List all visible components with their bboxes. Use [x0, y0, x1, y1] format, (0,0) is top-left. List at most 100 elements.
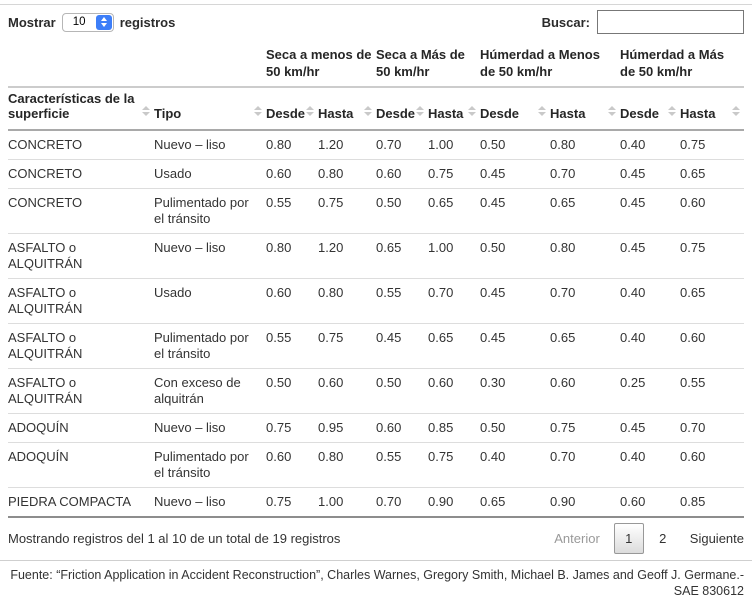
table-cell: 0.50	[376, 188, 428, 234]
table-cell: 0.75	[428, 159, 481, 189]
table-cell: 0.65	[480, 487, 551, 518]
table-body: CONCRETO Nuevo – liso 0.80 1.20 0.70 1.00 0.50…	[8, 130, 745, 518]
table-cell: ASFALTO o ALQUITRÁN	[8, 278, 154, 324]
table-cell: 0.65	[680, 278, 745, 324]
top-divider	[0, 4, 752, 5]
table-cell: 0.80	[266, 130, 318, 160]
table-cell: Pulimentado por el tránsito	[154, 323, 266, 369]
column-header[interactable]: Hasta	[428, 87, 481, 131]
search-input[interactable]	[597, 10, 744, 34]
group-header-seca-menos: Seca a menos de 50 km/hr	[266, 40, 376, 88]
table-cell: 0.70	[550, 278, 621, 324]
column-header-label: Desde	[266, 106, 306, 121]
table-cell: ASFALTO o ALQUITRÁN	[8, 323, 154, 369]
table-cell: ASFALTO o ALQUITRÁN	[8, 233, 154, 279]
table-cell: 0.50	[480, 413, 551, 443]
table-cell: 0.60	[318, 368, 376, 414]
table-cell: 0.70	[376, 487, 428, 518]
table-cell: 0.40	[620, 442, 681, 488]
select-stepper-icon	[95, 14, 112, 30]
group-header-row: Seca a menos de 50 km/hr Seca a Más de 5…	[8, 40, 745, 88]
table-cell: 0.60	[680, 323, 745, 369]
table-cell: 0.60	[376, 413, 428, 443]
table-cell: 0.55	[376, 278, 428, 324]
page-length-control: Mostrar 10 registros	[8, 12, 175, 32]
table-cell: 0.25	[620, 368, 681, 414]
table-cell: 0.50	[376, 368, 428, 414]
table-cell: 0.45	[620, 233, 681, 279]
sort-icon	[306, 106, 314, 116]
table-cell: 0.45	[480, 323, 551, 369]
table-row: ASFALTO o ALQUITRÁN Con exceso de alquitr…	[8, 368, 745, 414]
table-cell: 0.80	[318, 278, 376, 324]
table-cell: 0.45	[620, 188, 681, 234]
table-cell: Nuevo – liso	[154, 413, 266, 443]
table-cell: 0.75	[266, 487, 318, 518]
column-header[interactable]: Hasta	[550, 87, 621, 131]
table-cell: CONCRETO	[8, 188, 154, 234]
column-header[interactable]: Desde	[376, 87, 428, 131]
table-row: CONCRETO Pulimentado por el tránsito 0.55 0…	[8, 188, 745, 234]
table-cell: 0.45	[620, 159, 681, 189]
column-header[interactable]: Hasta	[680, 87, 745, 131]
table-cell: 0.40	[620, 130, 681, 160]
table-cell: Nuevo – liso	[154, 130, 266, 160]
column-header[interactable]: Tipo	[154, 87, 266, 131]
table-controls: Mostrar 10 registros Buscar:	[8, 5, 744, 38]
table-cell: 0.70	[376, 130, 428, 160]
table-cell: 0.65	[550, 188, 621, 234]
table-cell: 0.75	[428, 442, 481, 488]
table-cell: 0.50	[480, 130, 551, 160]
table-cell: 0.85	[428, 413, 481, 443]
search-label: Buscar:	[541, 14, 590, 30]
table-cell: 1.20	[318, 233, 376, 279]
column-header[interactable]: Desde	[620, 87, 681, 131]
page-button-1[interactable]: 1	[613, 523, 644, 554]
page-button-2[interactable]: 2	[659, 531, 667, 546]
table-cell: Nuevo – liso	[154, 233, 266, 279]
table-cell: 0.60	[266, 442, 318, 488]
sort-icon	[608, 106, 617, 116]
next-page-button[interactable]: Siguiente	[689, 531, 744, 546]
column-header-label: Características de la superficie	[8, 91, 135, 121]
table-cell: Pulimentado por el tránsito	[154, 442, 266, 488]
table-cell: Con exceso de alquitrán	[154, 368, 266, 414]
column-header[interactable]: Desde	[480, 87, 551, 131]
table-cell: 0.70	[550, 442, 621, 488]
table-cell: 0.60	[376, 159, 428, 189]
table-row: ASFALTO o ALQUITRÁN Pulimentado por el tr…	[8, 323, 745, 369]
table-cell: 0.65	[428, 323, 481, 369]
sort-icon	[538, 106, 547, 116]
table-cell: 0.90	[550, 487, 621, 518]
column-header[interactable]: Características de la superficie	[8, 87, 154, 131]
column-header-label: Hasta	[318, 106, 354, 121]
table-cell: 0.60	[620, 487, 681, 518]
table-cell: 0.55	[266, 323, 318, 369]
table-cell: 0.75	[318, 188, 376, 234]
table-cell: ASFALTO o ALQUITRÁN	[8, 368, 154, 414]
group-header-seca-mas: Seca a Más de 50 km/hr	[376, 40, 481, 88]
table-cell: 0.75	[680, 233, 745, 279]
table-cell: 0.40	[480, 442, 551, 488]
table-cell: 0.60	[680, 188, 745, 234]
table-row: ADOQUÍN Nuevo – liso 0.75 0.95 0.60 0.85 0.50 0…	[8, 413, 745, 443]
group-header-humedad-mas: Húmerdad a Más de 50 km/hr	[620, 40, 745, 88]
table-footer: Mostrando registros del 1 al 10 de un to…	[8, 518, 744, 559]
table-row: CONCRETO Usado 0.60 0.80 0.60 0.75 0.45 0.70 0.4…	[8, 159, 745, 189]
table-cell: 0.60	[680, 442, 745, 488]
table-cell: 0.70	[550, 159, 621, 189]
sort-icon	[142, 106, 150, 116]
bottom-divider	[0, 560, 752, 561]
table-cell: CONCRETO	[8, 130, 154, 160]
table-cell: 0.60	[550, 368, 621, 414]
table-cell: 0.45	[480, 188, 551, 234]
column-header[interactable]: Hasta	[318, 87, 376, 131]
table-cell: 0.50	[480, 233, 551, 279]
table-cell: 0.40	[620, 278, 681, 324]
column-header[interactable]: Desde	[266, 87, 318, 131]
table-cell: 0.45	[376, 323, 428, 369]
records-info: Mostrando registros del 1 al 10 de un to…	[8, 531, 341, 546]
previous-page-button[interactable]: Anterior	[554, 531, 600, 546]
page-length-select[interactable]: 10	[61, 12, 114, 32]
